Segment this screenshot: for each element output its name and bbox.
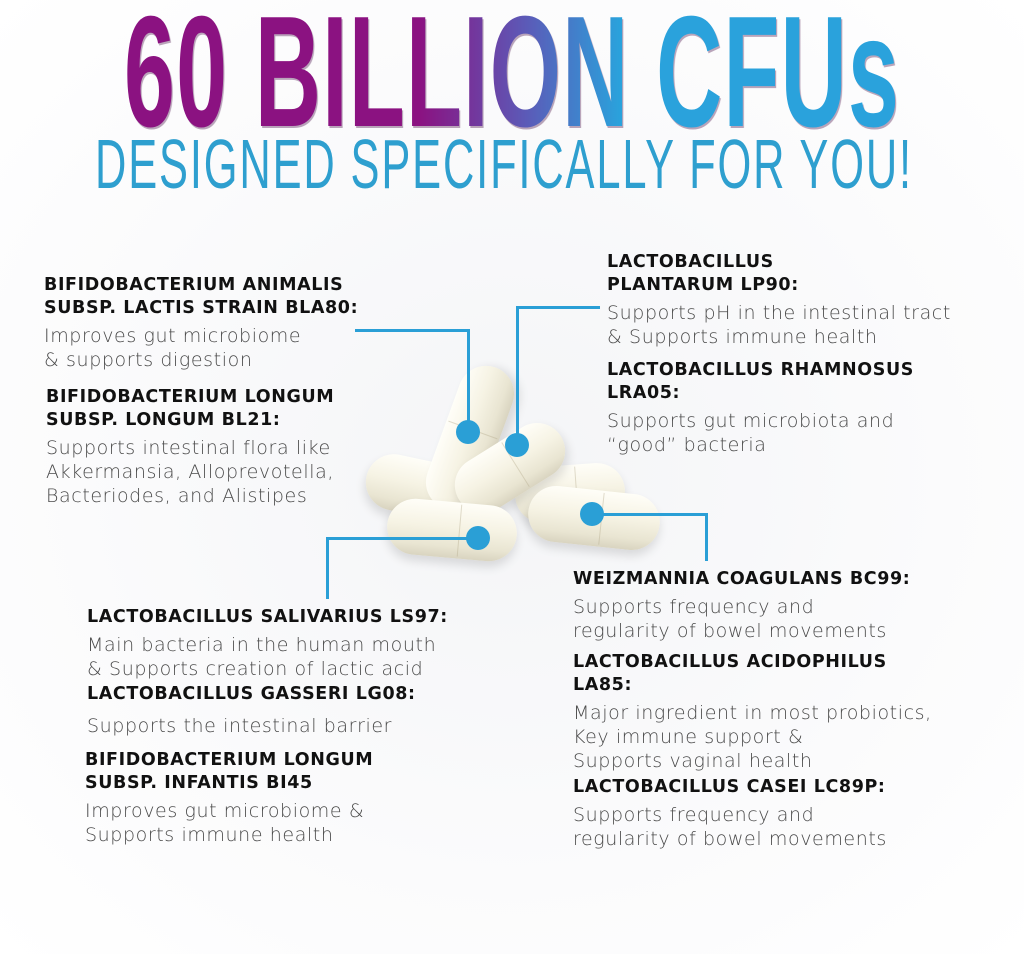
strain-name: BIFIDOBACTERIUM ANIMALIS xyxy=(44,275,344,295)
strain-name: LACTOBACILLUS SALIVARIUS LS97: xyxy=(87,607,448,627)
strain-block: BIFIDOBACTERIUM LONGUM SUBSP. LONGUM BL21… xyxy=(46,386,334,508)
strain-description: Improves gut microbiome & Supports immune… xyxy=(85,799,373,847)
pointer-dot xyxy=(580,502,604,526)
pointer-dot xyxy=(456,420,480,444)
description-line: Main bacteria in the human mouth xyxy=(87,634,437,656)
subheadline: DESIGNED SPECIFICALLY FOR YOU! xyxy=(95,125,913,203)
strain-block: BIFIDOBACTERIUM ANIMALIS SUBSP. LACTIS ST… xyxy=(44,274,358,372)
capsule-image xyxy=(384,496,520,564)
description-line: Supports the intestinal barrier xyxy=(87,715,393,737)
description-line: Key immune support & xyxy=(573,726,804,748)
strain-description: Supports frequency and regularity of bowe… xyxy=(573,803,887,851)
strain-name: SUBSP. LACTIS STRAIN BLA80: xyxy=(44,298,359,318)
description-line: Supports frequency and xyxy=(573,596,815,618)
strain-block: LACTOBACILLUS ACIDOPHILUS LA85: Major ingr… xyxy=(573,651,932,773)
description-line: Supports intestinal flora like xyxy=(46,437,331,459)
strain-description: Main bacteria in the human mouth & Suppor… xyxy=(87,633,448,681)
description-line: Improves gut microbiome & xyxy=(85,800,365,822)
strain-description: Supports the intestinal barrier xyxy=(87,714,416,738)
description-line: Major ingredient in most probiotics, xyxy=(573,702,932,724)
description-line: regularity of bowel movements xyxy=(573,620,887,642)
strain-name: LACTOBACILLUS GASSERI LG08: xyxy=(87,684,416,704)
strain-name: WEIZMANNIA COAGULANS BC99: xyxy=(573,569,911,589)
strain-name: LACTOBACILLUS RHAMNOSUS xyxy=(607,360,914,380)
pointer-dot xyxy=(466,526,490,550)
strain-block: LACTOBACILLUS RHAMNOSUS LRA05: Supports gu… xyxy=(607,359,914,457)
description-line: & Supports creation of lactic acid xyxy=(87,658,424,680)
strain-block: WEIZMANNIA COAGULANS BC99: Supports frequ… xyxy=(573,568,910,643)
strain-name: LACTOBACILLUS CASEI LC89P: xyxy=(573,777,886,797)
pointer-dot xyxy=(505,433,529,457)
headline: 60 BILLION CFUs xyxy=(124,0,900,163)
strain-block: LACTOBACILLUS GASSERI LG08: Supports the … xyxy=(87,683,416,738)
strain-name: BIFIDOBACTERIUM LONGUM xyxy=(46,387,335,407)
description-line: Akkermansia, Alloprevotella, xyxy=(46,461,334,483)
description-line: Bacteriodes, and Alistipes xyxy=(46,485,308,507)
strain-description: Supports frequency and regularity of bowe… xyxy=(573,595,910,643)
description-line: regularity of bowel movements xyxy=(573,828,887,850)
strain-description: Supports pH in the intestinal tract & Sup… xyxy=(607,301,951,349)
strain-name: SUBSP. INFANTIS BI45 xyxy=(85,773,313,793)
description-line: Supports immune health xyxy=(85,824,334,846)
strain-name: SUBSP. LONGUM BL21: xyxy=(46,410,281,430)
strain-block: BIFIDOBACTERIUM LONGUM SUBSP. INFANTIS BI… xyxy=(85,749,373,847)
strain-block: LACTOBACILLUS CASEI LC89P: Supports frequ… xyxy=(573,776,887,851)
description-line: & Supports immune health xyxy=(607,326,878,348)
strain-description: Major ingredient in most probiotics, Key … xyxy=(573,701,932,773)
description-line: Supports pH in the intestinal tract xyxy=(607,302,951,324)
description-line: Improves gut microbiome xyxy=(44,325,302,347)
strain-block: LACTOBACILLUS PLANTARUM LP90: Supports pH … xyxy=(607,251,951,349)
description-line: “good” bacteria xyxy=(607,434,767,456)
strain-block: LACTOBACILLUS SALIVARIUS LS97: Main bacte… xyxy=(87,606,448,681)
strain-name: LRA05: xyxy=(607,383,681,403)
strain-description: Supports gut microbiota and “good” bacter… xyxy=(607,409,914,457)
strain-name: PLANTARUM LP90: xyxy=(607,275,799,295)
strain-name: LACTOBACILLUS ACIDOPHILUS xyxy=(573,652,887,672)
strain-description: Improves gut microbiome & supports digest… xyxy=(44,324,358,372)
description-line: Supports gut microbiota and xyxy=(607,410,895,432)
strain-name: LACTOBACILLUS xyxy=(607,252,774,272)
strain-description: Supports intestinal flora like Akkermansi… xyxy=(46,436,334,508)
description-line: Supports frequency and xyxy=(573,804,815,826)
description-line: & supports digestion xyxy=(44,349,253,371)
strain-name: LA85: xyxy=(573,675,633,695)
strain-name: BIFIDOBACTERIUM LONGUM xyxy=(85,750,374,770)
description-line: Supports vaginal health xyxy=(573,750,813,772)
